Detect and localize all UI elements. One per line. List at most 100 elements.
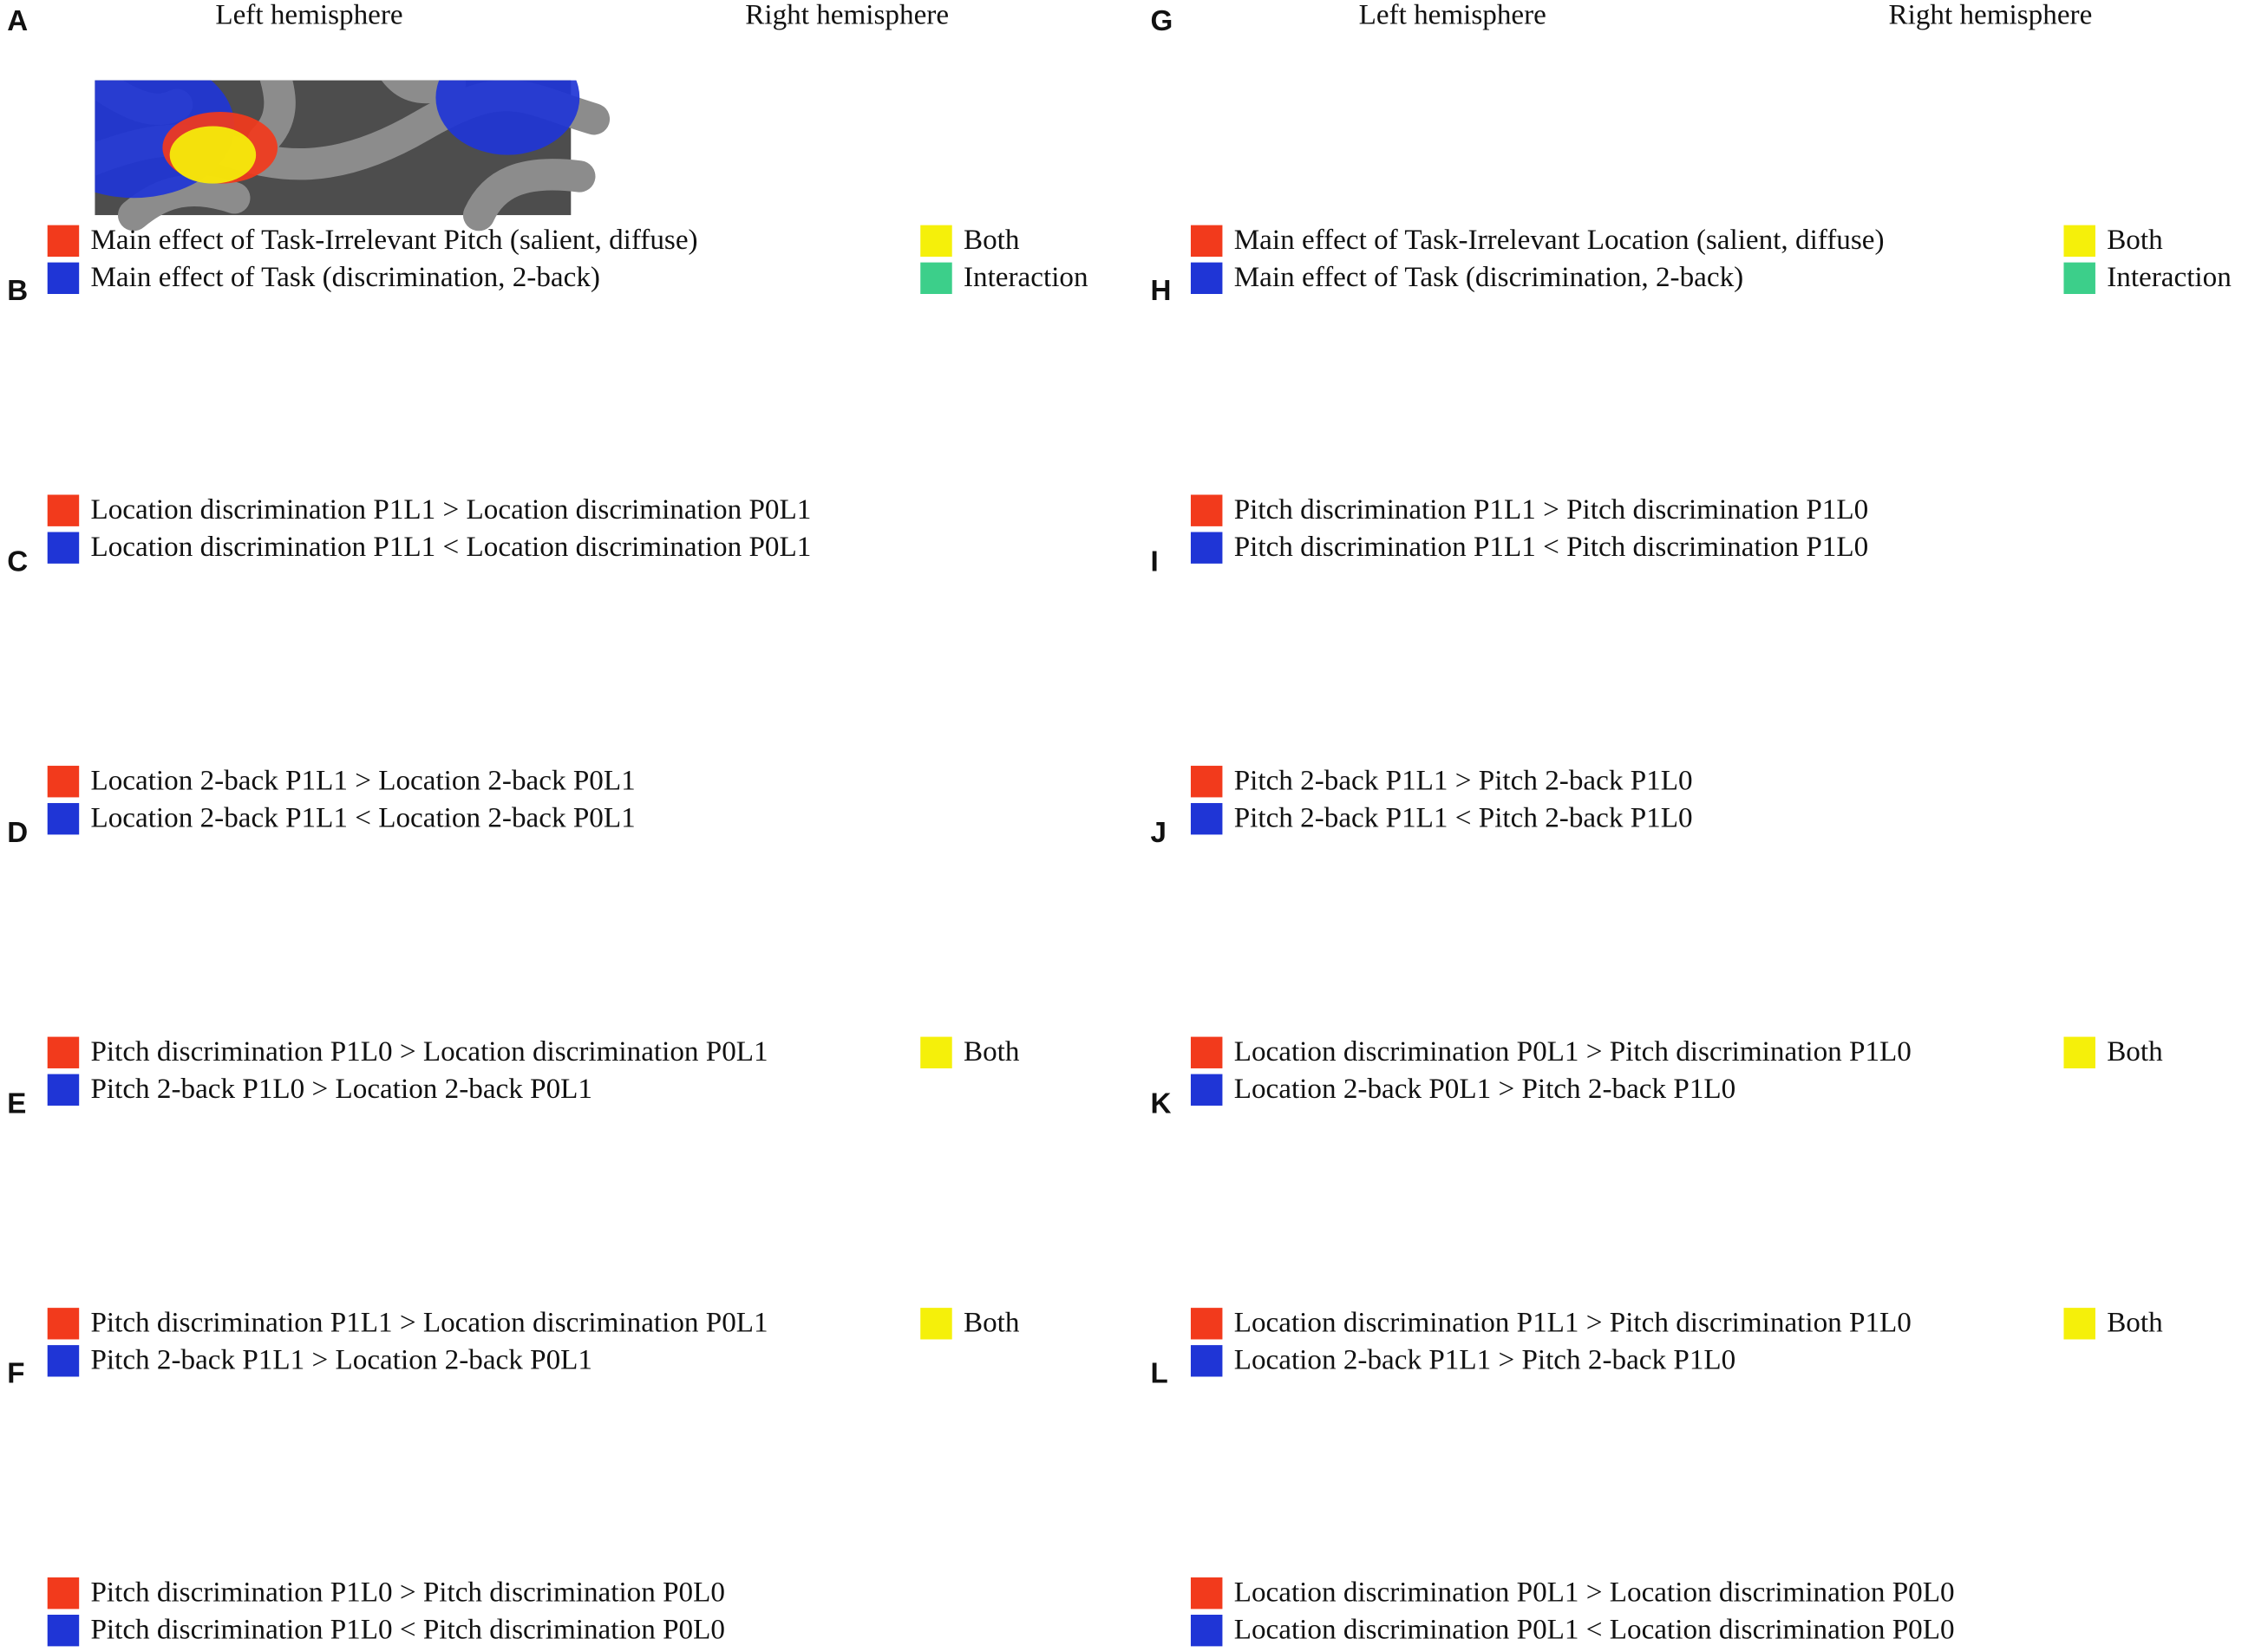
gyrus bbox=[571, 637, 1132, 725]
gyrus bbox=[1815, 191, 1916, 215]
legend-label: Both bbox=[2107, 1307, 2163, 1339]
gyrus bbox=[1176, 365, 1737, 454]
cortex-background bbox=[585, 1393, 1109, 1568]
gyrus bbox=[614, 852, 818, 952]
legend-swatch bbox=[47, 1074, 80, 1106]
activation-blob bbox=[2038, 1166, 2082, 1251]
cortex-background bbox=[1191, 40, 1715, 215]
brain-map bbox=[571, 852, 1132, 1027]
brain-map bbox=[571, 40, 1132, 215]
gyrus bbox=[33, 365, 594, 454]
panel-letter: J bbox=[1151, 817, 1167, 849]
gyrus bbox=[134, 1543, 234, 1567]
gyrus bbox=[1521, 852, 1722, 1027]
panel: J Location discrimination P0L1 > Pitch di… bbox=[1151, 817, 2255, 1106]
legend-label: Location 2-back P0L1 > Pitch 2-back P1L0 bbox=[1234, 1073, 1736, 1105]
legend-swatch bbox=[47, 803, 80, 835]
activation-blob bbox=[177, 636, 249, 699]
brain-map bbox=[1715, 1123, 2255, 1298]
cortex-background bbox=[48, 581, 572, 756]
gyrus bbox=[1219, 40, 1423, 140]
activation-blob bbox=[794, 921, 837, 956]
gyrus bbox=[1815, 1273, 1916, 1297]
legend-label: Interaction bbox=[2107, 261, 2232, 293]
activation-blob bbox=[1493, 959, 1578, 1016]
gyrus bbox=[916, 581, 1117, 756]
activation-blob bbox=[2067, 856, 2110, 891]
gyrus bbox=[1219, 581, 1423, 682]
legend-swatch bbox=[1190, 1345, 1223, 1377]
brain-map bbox=[1176, 1389, 1737, 1567]
gyrus bbox=[1715, 637, 2255, 725]
legend-swatch bbox=[47, 262, 80, 294]
activation-blob bbox=[1729, 48, 1901, 148]
gyrus bbox=[1815, 460, 1916, 485]
gyrus bbox=[571, 1179, 1132, 1267]
gyrus bbox=[671, 460, 772, 485]
legend-swatch bbox=[2063, 1308, 2095, 1340]
panel: F Pitch discrimination P1L0 > Pitch discr… bbox=[7, 1358, 1132, 1647]
gyrus bbox=[571, 365, 1132, 454]
activation-blob bbox=[74, 1428, 108, 1557]
gyrus bbox=[1815, 1543, 1916, 1567]
legend-label: Main effect of Task-Irrelevant Location … bbox=[1234, 224, 1885, 256]
brain-map bbox=[1715, 40, 2255, 215]
panel: B Location discrimination P1L1 > Location… bbox=[7, 275, 1132, 564]
activation-blob bbox=[481, 656, 533, 720]
legend-label: Pitch discrimination P1L0 > Pitch discri… bbox=[90, 1576, 724, 1608]
gyrus bbox=[33, 1179, 594, 1267]
legend-label: Both bbox=[2107, 224, 2163, 256]
gyrus bbox=[614, 1123, 818, 1224]
legend-label: Pitch 2-back P1L1 > Location 2-back P0L1 bbox=[90, 1344, 592, 1376]
cortex-background bbox=[48, 1123, 572, 1298]
legend-swatch bbox=[2063, 225, 2095, 258]
gyrus bbox=[1521, 581, 1722, 756]
panel-letter: B bbox=[7, 275, 28, 307]
activation-blob bbox=[952, 69, 1110, 212]
gyrus bbox=[1176, 1447, 1737, 1536]
legend-label: Main effect of Task (discrimination, 2-b… bbox=[90, 261, 600, 293]
gyrus bbox=[134, 1002, 234, 1027]
gyrus bbox=[117, 174, 251, 232]
panel-letter: K bbox=[1151, 1088, 1172, 1120]
panel: L Location discrimination P0L1 > Location… bbox=[1151, 1358, 2255, 1647]
panel: H Pitch discrimination P1L1 > Pitch discr… bbox=[1151, 275, 2255, 564]
activation-blob bbox=[701, 105, 845, 191]
gyrus bbox=[76, 310, 280, 410]
legend-label: Location 2-back P1L1 > Location 2-back P… bbox=[90, 765, 635, 797]
gyrus bbox=[1277, 460, 1377, 485]
gyrus bbox=[1715, 365, 2255, 454]
activation-blob bbox=[2074, 55, 2246, 198]
gyrus bbox=[1219, 1123, 1423, 1224]
gyrus bbox=[1277, 1543, 1377, 1567]
gyrus bbox=[33, 907, 594, 996]
activation-blob bbox=[715, 123, 830, 186]
gyrus bbox=[614, 581, 818, 682]
gyrus bbox=[2059, 1393, 2255, 1568]
gyrus bbox=[381, 80, 596, 232]
brain-map bbox=[571, 1123, 1132, 1298]
legend-label: Location 2-back P1L1 < Location 2-back P… bbox=[90, 802, 635, 834]
panel: K Location discrimination P1L1 > Pitch di… bbox=[1151, 1088, 2255, 1377]
cortex-background bbox=[1729, 852, 2252, 1027]
gyrus bbox=[571, 1447, 1132, 1536]
gyrus bbox=[378, 1393, 579, 1568]
cortex-background bbox=[585, 581, 1109, 756]
gyrus bbox=[2059, 852, 2255, 1027]
activation-blob bbox=[1493, 1116, 1665, 1188]
gyrus bbox=[1715, 1179, 2255, 1267]
brain-map bbox=[33, 852, 594, 1027]
gyrus bbox=[1715, 95, 2255, 184]
legend-swatch bbox=[920, 1308, 952, 1340]
legend-swatch bbox=[1190, 494, 1223, 526]
panel: E Pitch discrimination P1L1 > Location di… bbox=[7, 1088, 1132, 1377]
activation-blob bbox=[1407, 346, 1522, 432]
brain-map bbox=[1176, 852, 1737, 1038]
panel-letter: C bbox=[7, 546, 28, 578]
gyrus bbox=[916, 852, 1117, 1027]
gyrus bbox=[1815, 731, 1916, 755]
gyrus bbox=[76, 581, 280, 682]
legend-label: Pitch 2-back P1L0 > Location 2-back P0L1 bbox=[90, 1073, 592, 1105]
legend-swatch bbox=[47, 225, 80, 258]
